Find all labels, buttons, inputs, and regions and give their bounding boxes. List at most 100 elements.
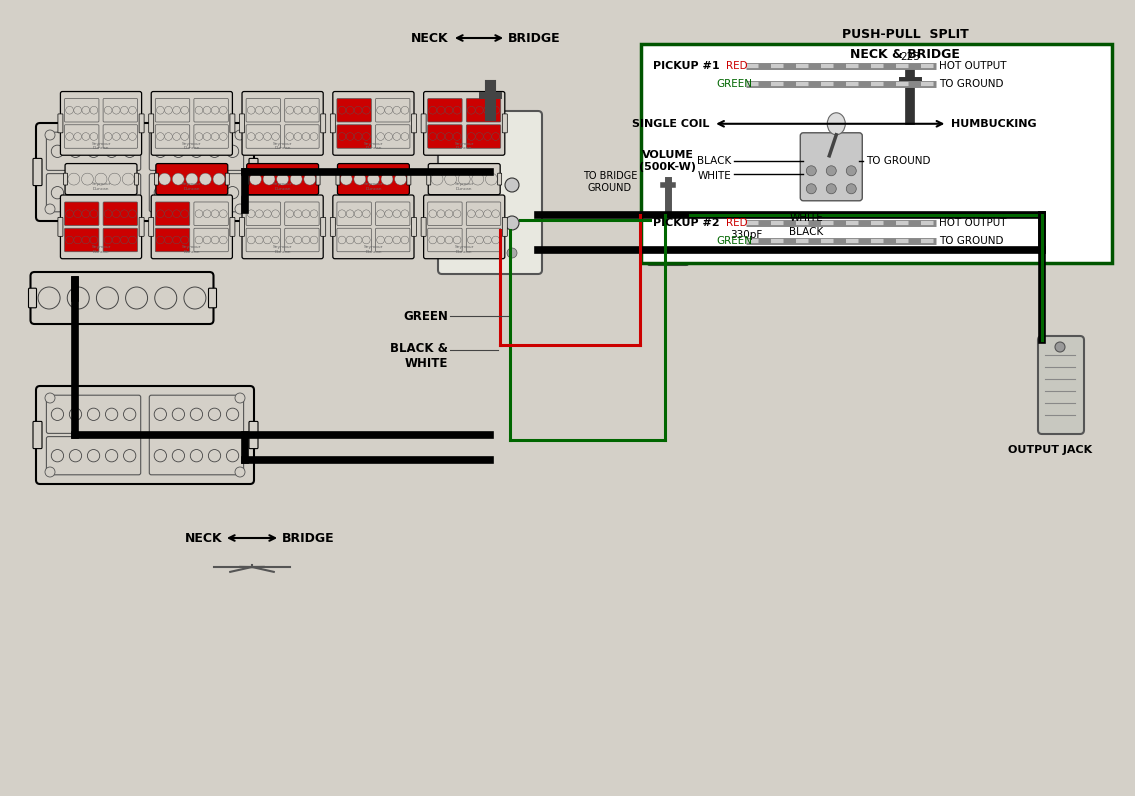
Circle shape bbox=[90, 236, 98, 244]
Circle shape bbox=[69, 408, 82, 420]
Circle shape bbox=[68, 174, 79, 185]
Text: Seymour
Duncan: Seymour Duncan bbox=[454, 245, 474, 254]
Circle shape bbox=[505, 216, 519, 230]
FancyBboxPatch shape bbox=[140, 114, 144, 133]
FancyBboxPatch shape bbox=[427, 174, 431, 185]
Circle shape bbox=[346, 107, 354, 114]
Circle shape bbox=[401, 107, 409, 114]
Circle shape bbox=[173, 174, 184, 185]
Circle shape bbox=[890, 144, 902, 156]
FancyBboxPatch shape bbox=[497, 174, 502, 185]
Circle shape bbox=[45, 393, 54, 403]
Circle shape bbox=[247, 107, 255, 114]
Circle shape bbox=[82, 210, 90, 217]
Circle shape bbox=[157, 107, 165, 114]
Circle shape bbox=[66, 133, 74, 140]
FancyBboxPatch shape bbox=[65, 163, 137, 195]
Circle shape bbox=[109, 174, 120, 185]
Circle shape bbox=[310, 133, 318, 140]
Circle shape bbox=[362, 133, 370, 140]
Circle shape bbox=[106, 186, 118, 199]
Circle shape bbox=[45, 467, 54, 477]
Text: GREEN: GREEN bbox=[403, 310, 448, 322]
FancyBboxPatch shape bbox=[423, 195, 505, 259]
Circle shape bbox=[310, 210, 318, 217]
Circle shape bbox=[180, 133, 188, 140]
Circle shape bbox=[180, 236, 188, 244]
Text: WHITE: WHITE bbox=[790, 213, 823, 223]
Circle shape bbox=[338, 107, 346, 114]
FancyBboxPatch shape bbox=[246, 202, 280, 225]
Circle shape bbox=[120, 133, 128, 140]
Circle shape bbox=[219, 236, 227, 244]
Circle shape bbox=[468, 210, 476, 217]
Circle shape bbox=[74, 210, 82, 217]
Circle shape bbox=[393, 133, 401, 140]
Circle shape bbox=[401, 236, 409, 244]
Circle shape bbox=[377, 210, 385, 217]
Circle shape bbox=[294, 107, 302, 114]
Circle shape bbox=[87, 408, 100, 420]
FancyBboxPatch shape bbox=[33, 158, 42, 185]
FancyBboxPatch shape bbox=[47, 174, 141, 212]
Circle shape bbox=[87, 186, 100, 199]
Circle shape bbox=[165, 210, 173, 217]
Circle shape bbox=[255, 133, 263, 140]
Text: Seymour
Duncan: Seymour Duncan bbox=[182, 245, 202, 254]
Circle shape bbox=[209, 186, 220, 199]
Circle shape bbox=[87, 145, 100, 158]
FancyBboxPatch shape bbox=[155, 163, 228, 195]
Circle shape bbox=[368, 174, 379, 185]
Circle shape bbox=[847, 184, 856, 193]
Circle shape bbox=[191, 186, 203, 199]
Circle shape bbox=[96, 287, 118, 309]
Circle shape bbox=[453, 210, 461, 217]
Circle shape bbox=[338, 236, 346, 244]
FancyBboxPatch shape bbox=[428, 228, 462, 252]
FancyBboxPatch shape bbox=[337, 228, 371, 252]
Circle shape bbox=[219, 210, 227, 217]
FancyBboxPatch shape bbox=[246, 163, 319, 195]
Circle shape bbox=[82, 107, 90, 114]
Circle shape bbox=[203, 133, 211, 140]
Circle shape bbox=[286, 210, 294, 217]
Text: RED: RED bbox=[726, 217, 748, 228]
Text: Seymour
Duncan: Seymour Duncan bbox=[454, 142, 474, 150]
Circle shape bbox=[484, 133, 491, 140]
Circle shape bbox=[437, 236, 445, 244]
Circle shape bbox=[45, 204, 54, 214]
Circle shape bbox=[286, 107, 294, 114]
Circle shape bbox=[90, 210, 98, 217]
Circle shape bbox=[354, 174, 365, 185]
FancyBboxPatch shape bbox=[466, 228, 501, 252]
Circle shape bbox=[437, 210, 445, 217]
Circle shape bbox=[453, 236, 461, 244]
Circle shape bbox=[200, 174, 211, 185]
Text: Seymour
Duncan: Seymour Duncan bbox=[363, 182, 384, 190]
Circle shape bbox=[890, 200, 902, 212]
Circle shape bbox=[195, 210, 203, 217]
Text: TO GROUND: TO GROUND bbox=[940, 79, 1003, 89]
FancyBboxPatch shape bbox=[154, 174, 159, 185]
Circle shape bbox=[180, 210, 188, 217]
Circle shape bbox=[66, 210, 74, 217]
Circle shape bbox=[429, 107, 437, 114]
Circle shape bbox=[120, 210, 128, 217]
Text: Seymour
Duncan: Seymour Duncan bbox=[182, 182, 202, 190]
FancyBboxPatch shape bbox=[428, 99, 462, 122]
Circle shape bbox=[310, 236, 318, 244]
Text: Seymour
Duncan: Seymour Duncan bbox=[91, 182, 111, 190]
Circle shape bbox=[286, 133, 294, 140]
FancyBboxPatch shape bbox=[285, 202, 319, 225]
Circle shape bbox=[302, 133, 310, 140]
Circle shape bbox=[346, 236, 354, 244]
FancyBboxPatch shape bbox=[149, 114, 153, 133]
FancyBboxPatch shape bbox=[28, 288, 36, 308]
Circle shape bbox=[271, 107, 279, 114]
Text: TO GROUND: TO GROUND bbox=[940, 236, 1003, 246]
FancyBboxPatch shape bbox=[31, 272, 213, 324]
FancyBboxPatch shape bbox=[194, 125, 228, 148]
Circle shape bbox=[45, 130, 54, 140]
Circle shape bbox=[385, 107, 393, 114]
Circle shape bbox=[263, 107, 271, 114]
